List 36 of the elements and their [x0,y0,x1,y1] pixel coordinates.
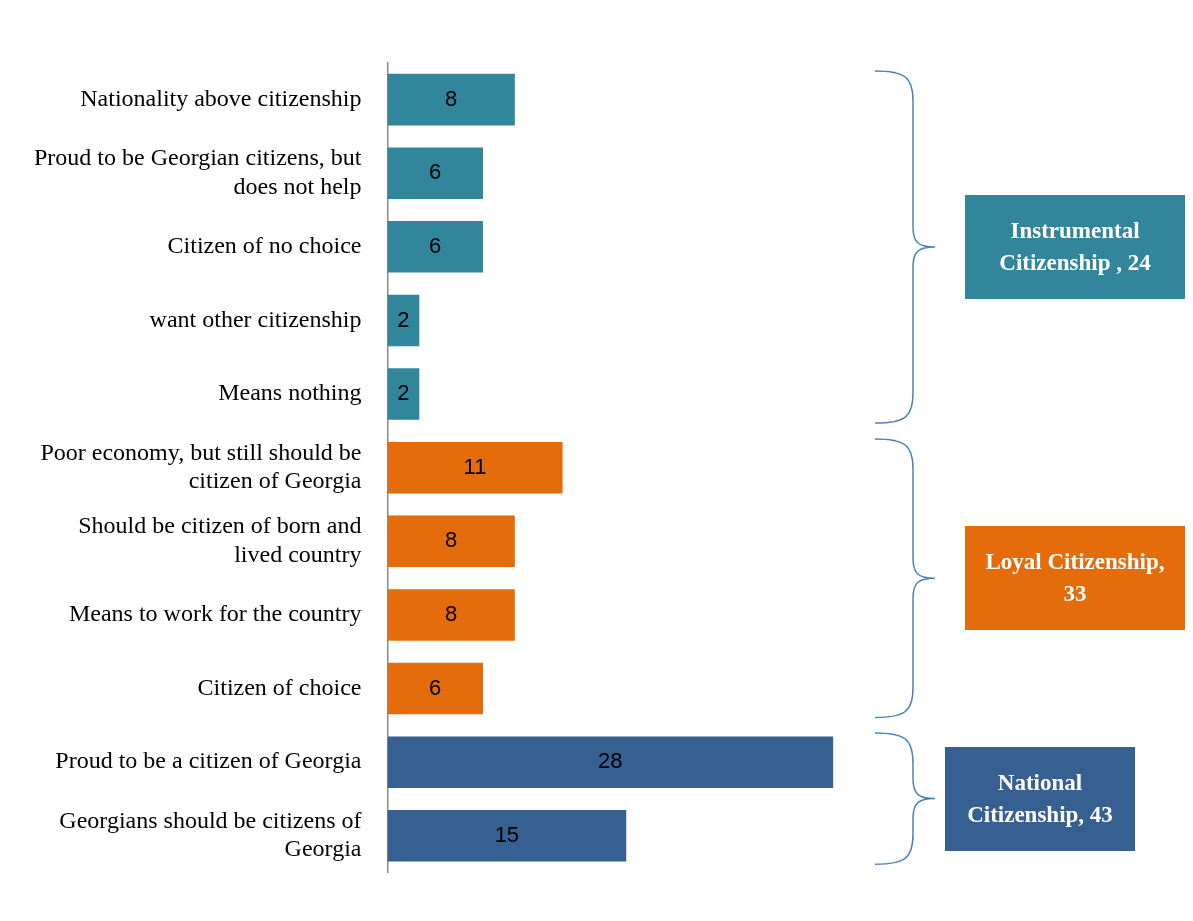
y-tick-label: Means to work for the country [68,600,362,627]
y-tick-label: Should be citizen of born and lived country [78,512,362,568]
y-tick-label: want other citizenship [149,305,362,332]
data-label: 2 [397,306,410,332]
data-label: 28 [598,748,623,774]
bar [387,441,563,494]
y-tick-label: Proud to be a citizen of Georgia [55,747,362,774]
data-label: 2 [397,380,410,406]
data-label: 8 [445,85,458,111]
bar [387,294,420,347]
y-tick-label: Citizen of choice [197,673,362,700]
text: Loyal Citizenship, 33 [984,547,1166,609]
text: National Citizenship, 43 [966,768,1114,829]
y-tick-label: Citizen of no choice [167,232,362,259]
bar [387,515,515,568]
bar [387,589,515,641]
y-tick-label: Poor economy, but still should be citizen of Georgia [40,438,362,494]
bar [387,368,420,420]
data-label: 15 [494,821,520,847]
text: Instrumental Citizenship , 24 [998,216,1152,277]
y-tick-label: Proud to be Georgian citizens, but does not help [33,144,362,199]
y-tick-label: Means nothing [218,379,362,406]
data-label: 6 [429,232,442,258]
bar [387,736,834,788]
bar [387,810,627,862]
bar [387,221,483,273]
bar [387,662,483,715]
data-label: 6 [429,159,442,185]
data-label: 8 [445,601,458,626]
bar [387,73,515,126]
data-label: 8 [445,527,458,553]
data-label: 6 [429,674,442,700]
y-tick-label: Nationality above citizenship [80,84,362,111]
y-tick-label: Georgians should be citizens of Georgia [59,806,362,862]
bar [387,147,483,199]
data-label: 11 [463,453,487,479]
